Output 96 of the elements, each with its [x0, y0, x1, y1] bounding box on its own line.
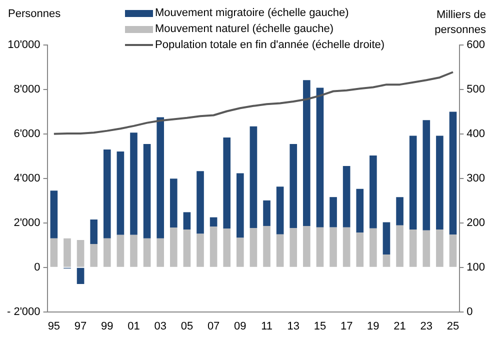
- x-tick-label: 19: [367, 320, 380, 332]
- bar: [409, 136, 417, 230]
- bar: [409, 230, 417, 267]
- y2-tick-label: 600: [466, 39, 486, 52]
- bar: [250, 126, 258, 228]
- bar: [116, 234, 124, 267]
- legend-label: Population totale en fin d'année (échelle droite): [155, 39, 385, 51]
- bar: [449, 112, 457, 235]
- y-tick-label: 10'000: [8, 39, 40, 52]
- y-tick-label: 4'000: [14, 172, 40, 184]
- bar: [183, 212, 191, 230]
- bar: [370, 156, 377, 228]
- bar: [130, 234, 138, 267]
- x-tick-label: 03: [154, 320, 166, 332]
- bar: [210, 217, 218, 227]
- bar: [103, 149, 111, 238]
- bar: [316, 88, 324, 228]
- y-axis-title: Personnes: [8, 8, 61, 20]
- y2-tick-label: 300: [466, 172, 486, 184]
- bar: [223, 137, 231, 229]
- x-tick-label: 15: [314, 320, 326, 332]
- bar: [236, 238, 244, 267]
- bar: [330, 197, 337, 228]
- y2-axis-title: Milliers de personnes: [434, 8, 486, 38]
- bar: [276, 234, 284, 267]
- bar: [396, 197, 404, 226]
- bar: [449, 234, 457, 267]
- y-tick-label: 2'000: [14, 216, 40, 229]
- bar: [90, 220, 98, 244]
- bar: [356, 232, 364, 267]
- y2-tick-label: 0: [466, 306, 473, 318]
- bar: [436, 136, 444, 230]
- bar: [382, 222, 390, 254]
- bar: [116, 152, 124, 235]
- x-tick-label: 01: [128, 320, 140, 332]
- bar: [316, 227, 324, 267]
- y-tick-label: 6'000: [14, 128, 40, 140]
- legend-label: Mouvement migratoire (échelle gauche): [155, 7, 349, 19]
- bar: [103, 238, 111, 267]
- bar: [156, 238, 164, 267]
- x-tick-label: 25: [446, 320, 460, 332]
- x-tick-label: 21: [394, 320, 406, 332]
- bar: [236, 173, 244, 238]
- bar: [90, 244, 98, 267]
- bar: [303, 226, 310, 267]
- bar: [156, 117, 164, 238]
- bar: [436, 230, 444, 267]
- bar: [50, 190, 58, 238]
- bar: [143, 144, 151, 238]
- bar: [396, 225, 404, 267]
- bar: [356, 188, 364, 233]
- bar: [422, 230, 430, 267]
- y-tick-label: 0: [34, 261, 40, 274]
- bar: [382, 254, 390, 267]
- bar: [64, 238, 71, 267]
- bar: [143, 238, 151, 267]
- bar: [250, 228, 258, 267]
- bar: [170, 228, 178, 267]
- bar: [210, 226, 218, 267]
- bar: [263, 226, 270, 267]
- bar: [76, 240, 84, 267]
- y-tick-label: - 2'000: [6, 306, 40, 318]
- x-tick-label: 09: [234, 320, 246, 332]
- bar: [223, 228, 231, 267]
- bar: [422, 120, 430, 230]
- bar: [276, 186, 284, 234]
- bar: [130, 132, 138, 235]
- y2-tick-label: 400: [466, 128, 486, 140]
- bar: [196, 234, 204, 267]
- bar: [290, 228, 298, 267]
- legend-label: Mouvement naturel (échelle gauche): [155, 23, 334, 35]
- y-tick-label: 8'000: [14, 84, 40, 96]
- bar: [196, 171, 204, 234]
- bar: [303, 80, 310, 226]
- bar: [50, 238, 58, 267]
- bar: [76, 268, 84, 284]
- x-tick-label: 13: [287, 320, 300, 332]
- x-tick-label: 99: [101, 320, 114, 332]
- x-tick-label: 07: [207, 320, 220, 332]
- x-tick-label: 97: [74, 320, 87, 332]
- bar: [342, 227, 350, 267]
- bar: [342, 166, 350, 228]
- bar: [370, 228, 377, 267]
- y2-tick-label: 500: [466, 84, 486, 96]
- bar: [263, 200, 270, 226]
- y2-tick-label: 100: [466, 261, 486, 274]
- bar: [183, 230, 191, 267]
- x-tick-label: 05: [180, 320, 194, 332]
- x-tick-label: 17: [340, 320, 353, 332]
- x-tick-label: 11: [261, 320, 272, 332]
- y2-tick-label: 200: [466, 216, 486, 229]
- bar: [330, 227, 337, 267]
- bar: [170, 178, 178, 228]
- bar: [290, 144, 298, 228]
- x-tick-label: 95: [48, 320, 60, 332]
- x-tick-label: 23: [420, 320, 433, 332]
